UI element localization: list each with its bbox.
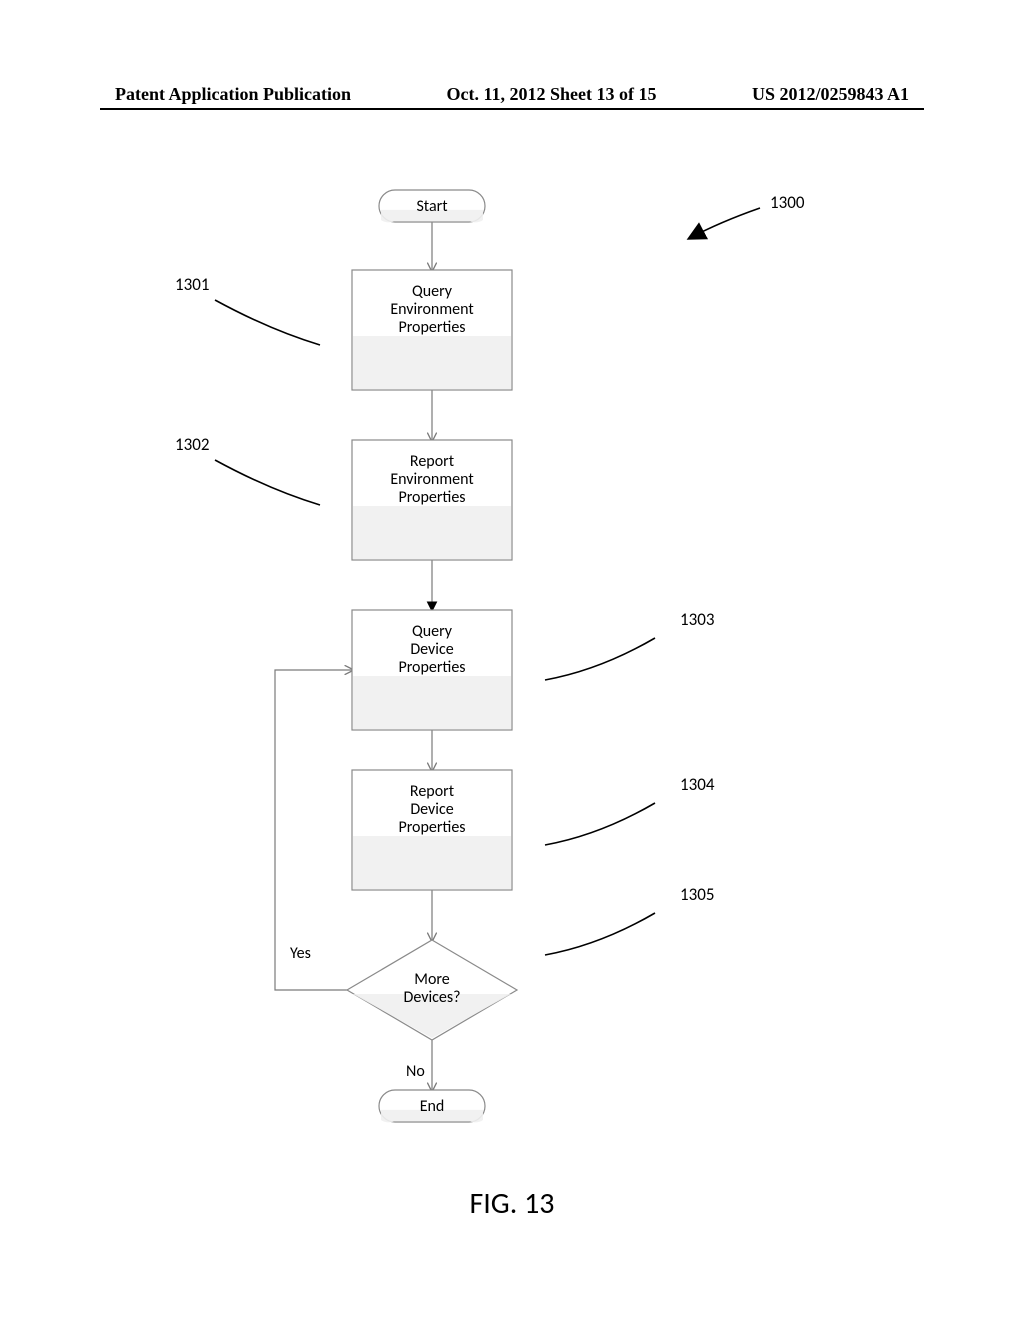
svg-text:Device: Device [410, 640, 453, 659]
svg-text:More: More [414, 970, 449, 989]
svg-text:Start: Start [416, 197, 448, 216]
page-header: Patent Application Publication Oct. 11, … [0, 84, 1024, 105]
svg-text:1300: 1300 [770, 192, 805, 213]
flowchart: NoYes StartQueryEnvironmentPropertiesRep… [0, 160, 1024, 1240]
svg-text:Environment: Environment [390, 470, 474, 489]
svg-text:Properties: Properties [398, 318, 465, 337]
header-right: US 2012/0259843 A1 [752, 84, 909, 105]
svg-text:Yes: Yes [290, 944, 311, 963]
svg-text:Properties: Properties [398, 488, 465, 507]
svg-text:Device: Device [410, 800, 453, 819]
header-underline [100, 108, 924, 110]
svg-text:Properties: Properties [398, 818, 465, 837]
svg-text:1302: 1302 [175, 434, 209, 455]
svg-text:1304: 1304 [680, 774, 715, 795]
header-left: Patent Application Publication [115, 84, 351, 105]
svg-text:Report: Report [410, 782, 455, 801]
svg-text:End: End [420, 1097, 445, 1116]
svg-text:Environment: Environment [390, 300, 474, 319]
svg-text:Properties: Properties [398, 658, 465, 677]
svg-text:Report: Report [410, 452, 455, 471]
svg-text:Query: Query [412, 282, 453, 301]
svg-text:Devices?: Devices? [403, 988, 460, 1007]
svg-text:1301: 1301 [175, 274, 209, 295]
header-mid: Oct. 11, 2012 Sheet 13 of 15 [447, 84, 657, 105]
svg-text:1303: 1303 [680, 609, 714, 630]
svg-text:No: No [406, 1062, 425, 1081]
figure-caption: FIG. 13 [0, 1185, 1024, 1222]
svg-text:Query: Query [412, 622, 453, 641]
svg-text:1305: 1305 [680, 884, 714, 905]
